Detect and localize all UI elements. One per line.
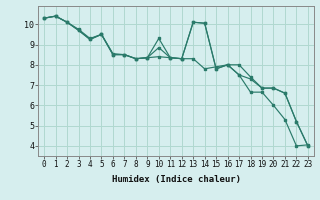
X-axis label: Humidex (Indice chaleur): Humidex (Indice chaleur) — [111, 175, 241, 184]
